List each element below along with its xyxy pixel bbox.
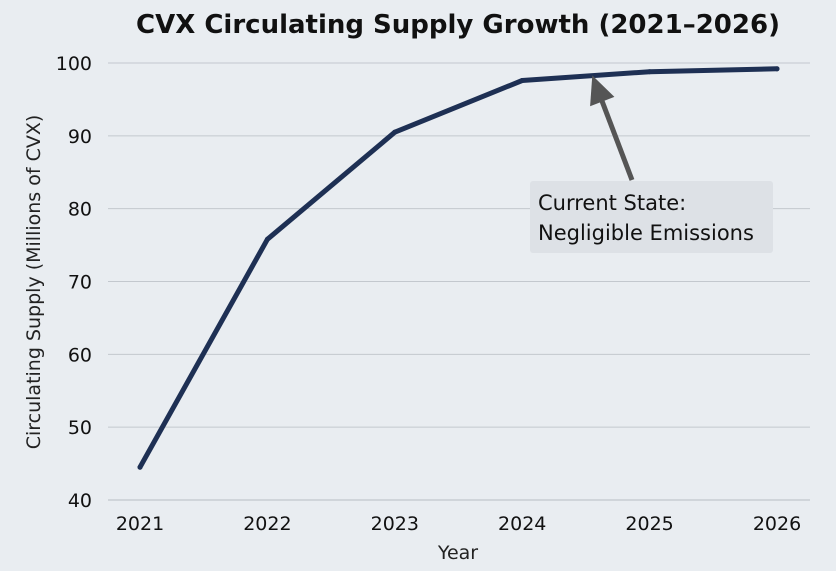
annotation-arrow — [599, 98, 635, 181]
annotation-group: Current State: Negligible Emissions — [530, 75, 773, 253]
y-tick-label: 70 — [68, 272, 92, 294]
x-axis-ticks: 2021 2022 2023 2024 2025 2026 — [116, 513, 801, 535]
x-tick-label: 2022 — [243, 513, 291, 535]
annotation-line-1: Current State: — [538, 191, 686, 215]
data-point-2023 — [392, 129, 398, 135]
chart-title: CVX Circulating Supply Growth (2021–2026… — [136, 10, 780, 40]
data-point-2025 — [647, 69, 653, 75]
y-axis-label: Circulating Supply (Millions of CVX) — [23, 115, 45, 450]
y-tick-label: 40 — [68, 490, 92, 512]
y-tick-label: 90 — [68, 126, 92, 148]
series-group — [137, 66, 780, 470]
gridlines — [108, 62, 810, 501]
data-point-2026 — [774, 66, 780, 72]
annotation-line-2: Negligible Emissions — [538, 221, 754, 245]
y-axis-ticks: 40 50 60 70 80 90 100 — [56, 53, 92, 512]
x-axis-label: Year — [437, 542, 478, 564]
x-tick-label: 2024 — [498, 513, 546, 535]
series-line — [137, 66, 780, 470]
y-tick-label: 100 — [56, 53, 92, 75]
data-point-2022 — [264, 236, 270, 242]
data-point-2024 — [519, 77, 525, 83]
y-tick-label: 60 — [68, 344, 92, 366]
y-tick-label: 80 — [68, 199, 92, 221]
annotation-box — [530, 181, 773, 253]
data-point-2021 — [137, 464, 143, 470]
y-tick-label: 50 — [68, 417, 92, 439]
x-tick-label: 2025 — [625, 513, 673, 535]
annotation-arrowhead — [590, 75, 615, 107]
x-tick-label: 2021 — [116, 513, 164, 535]
x-tick-label: 2023 — [371, 513, 419, 535]
x-tick-label: 2026 — [753, 513, 801, 535]
